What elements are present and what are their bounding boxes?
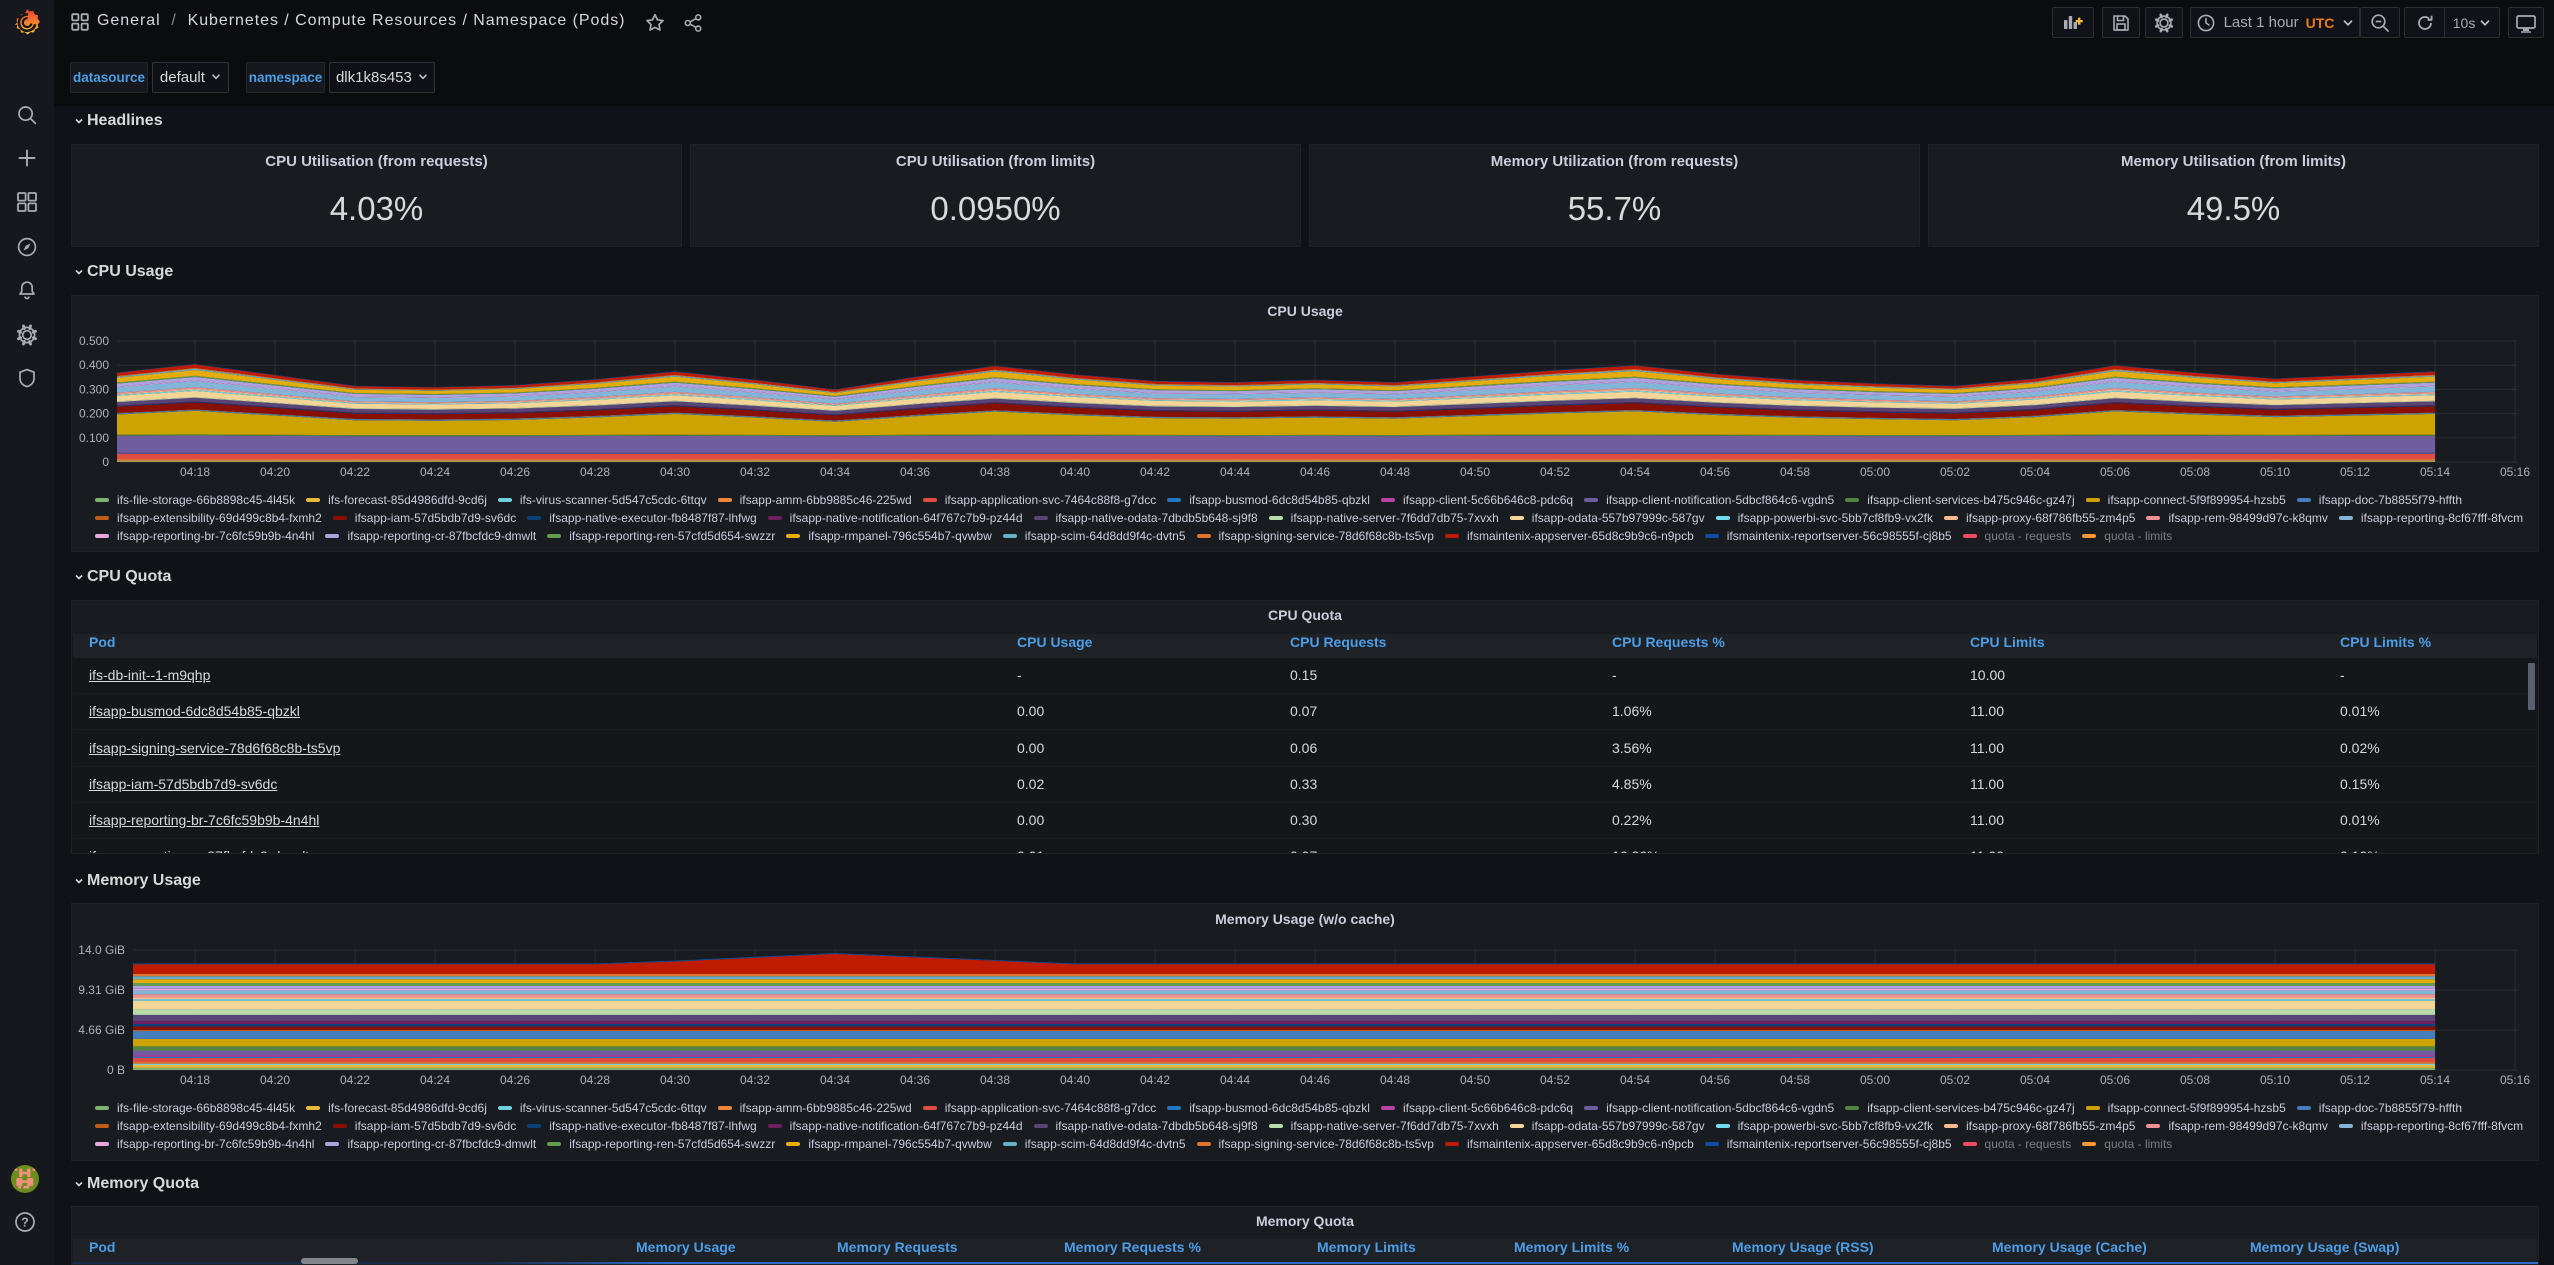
svg-text:04:44: 04:44 xyxy=(1220,465,1250,479)
svg-text:04:30: 04:30 xyxy=(660,1073,690,1087)
svg-text:05:10: 05:10 xyxy=(2260,465,2290,479)
svg-text:04:52: 04:52 xyxy=(1540,465,1570,479)
svg-text:04:52: 04:52 xyxy=(1540,1073,1570,1087)
svg-text:04:58: 04:58 xyxy=(1780,465,1810,479)
svg-text:04:44: 04:44 xyxy=(1220,1073,1250,1087)
svg-text:0 B: 0 B xyxy=(107,1063,125,1077)
svg-text:04:24: 04:24 xyxy=(420,465,450,479)
svg-text:04:50: 04:50 xyxy=(1460,1073,1490,1087)
svg-text:04:36: 04:36 xyxy=(900,1073,930,1087)
svg-text:05:16: 05:16 xyxy=(2500,465,2530,479)
svg-text:04:48: 04:48 xyxy=(1380,465,1410,479)
svg-text:04:24: 04:24 xyxy=(420,1073,450,1087)
svg-text:04:40: 04:40 xyxy=(1060,1073,1090,1087)
svg-text:04:28: 04:28 xyxy=(580,1073,610,1087)
svg-text:0.200: 0.200 xyxy=(79,407,109,421)
svg-text:04:46: 04:46 xyxy=(1300,465,1330,479)
svg-text:05:06: 05:06 xyxy=(2100,1073,2130,1087)
svg-text:04:20: 04:20 xyxy=(260,1073,290,1087)
svg-text:05:12: 05:12 xyxy=(2340,1073,2370,1087)
svg-text:05:16: 05:16 xyxy=(2500,1073,2530,1087)
svg-text:05:12: 05:12 xyxy=(2340,465,2370,479)
svg-text:04:32: 04:32 xyxy=(740,1073,770,1087)
svg-text:05:10: 05:10 xyxy=(2260,1073,2290,1087)
svg-text:05:08: 05:08 xyxy=(2180,465,2210,479)
svg-text:04:26: 04:26 xyxy=(500,465,530,479)
svg-text:04:34: 04:34 xyxy=(820,1073,850,1087)
svg-text:04:18: 04:18 xyxy=(180,1073,210,1087)
svg-text:0.500: 0.500 xyxy=(79,334,109,348)
svg-text:04:56: 04:56 xyxy=(1700,1073,1730,1087)
svg-text:04:42: 04:42 xyxy=(1140,465,1170,479)
svg-text:04:18: 04:18 xyxy=(180,465,210,479)
svg-text:05:14: 05:14 xyxy=(2420,465,2450,479)
svg-text:0.300: 0.300 xyxy=(79,382,109,396)
svg-text:4.66 GiB: 4.66 GiB xyxy=(78,1023,125,1037)
svg-text:04:54: 04:54 xyxy=(1620,465,1650,479)
svg-text:04:20: 04:20 xyxy=(260,465,290,479)
svg-text:05:02: 05:02 xyxy=(1940,465,1970,479)
svg-text:04:26: 04:26 xyxy=(500,1073,530,1087)
svg-text:04:32: 04:32 xyxy=(740,465,770,479)
svg-text:04:28: 04:28 xyxy=(580,465,610,479)
svg-text:04:56: 04:56 xyxy=(1700,465,1730,479)
svg-text:05:02: 05:02 xyxy=(1940,1073,1970,1087)
svg-text:04:22: 04:22 xyxy=(340,465,370,479)
svg-text:0.400: 0.400 xyxy=(79,358,109,372)
svg-text:04:38: 04:38 xyxy=(980,1073,1010,1087)
svg-text:04:22: 04:22 xyxy=(340,1073,370,1087)
svg-text:05:06: 05:06 xyxy=(2100,465,2130,479)
svg-text:04:36: 04:36 xyxy=(900,465,930,479)
svg-text:04:54: 04:54 xyxy=(1620,1073,1650,1087)
svg-text:14.0 GiB: 14.0 GiB xyxy=(78,943,125,957)
svg-text:05:04: 05:04 xyxy=(2020,465,2050,479)
svg-text:05:04: 05:04 xyxy=(2020,1073,2050,1087)
svg-text:04:58: 04:58 xyxy=(1780,1073,1810,1087)
svg-text:04:34: 04:34 xyxy=(820,465,850,479)
svg-text:05:08: 05:08 xyxy=(2180,1073,2210,1087)
svg-text:9.31 GiB: 9.31 GiB xyxy=(78,983,125,997)
svg-text:05:14: 05:14 xyxy=(2420,1073,2450,1087)
svg-text:04:46: 04:46 xyxy=(1300,1073,1330,1087)
svg-text:04:40: 04:40 xyxy=(1060,465,1090,479)
svg-text:05:00: 05:00 xyxy=(1860,1073,1890,1087)
svg-text:?: ? xyxy=(21,1215,29,1229)
svg-text:0: 0 xyxy=(102,455,109,469)
svg-text:04:48: 04:48 xyxy=(1380,1073,1410,1087)
svg-text:04:38: 04:38 xyxy=(980,465,1010,479)
svg-text:04:42: 04:42 xyxy=(1140,1073,1170,1087)
svg-text:0.100: 0.100 xyxy=(79,431,109,445)
svg-text:04:50: 04:50 xyxy=(1460,465,1490,479)
svg-text:04:30: 04:30 xyxy=(660,465,690,479)
svg-text:05:00: 05:00 xyxy=(1860,465,1890,479)
